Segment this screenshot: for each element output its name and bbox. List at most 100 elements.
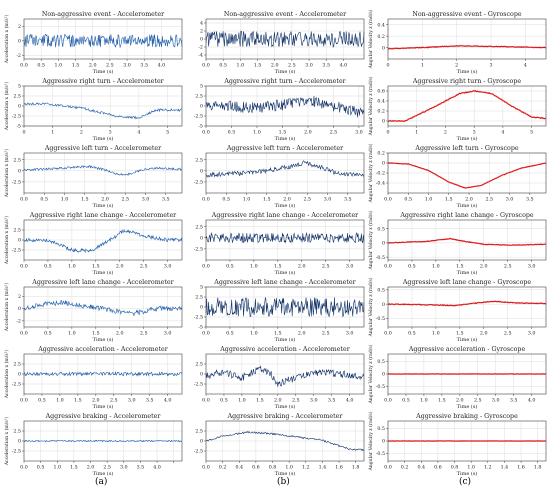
x-tick-label: 1.0 <box>55 63 63 69</box>
x-axis-label: Time (s) <box>93 68 114 75</box>
x-tick-label: 1.0 <box>285 465 293 471</box>
x-tick-label: 3.0 <box>346 264 354 270</box>
x-tick-label: 4.0 <box>164 398 172 404</box>
x-tick-label: 1.0 <box>250 264 258 270</box>
x-tick-label: 1.6 <box>335 465 343 471</box>
series-line <box>23 228 183 254</box>
x-tick-label: 3.0 <box>346 331 354 337</box>
y-axis-label: Acceleration x (m/s²) <box>3 216 10 266</box>
x-tick-label: 2.5 <box>106 63 114 69</box>
x-tick-label: 0.0 <box>202 331 210 337</box>
y-tick-label: 0.5 <box>377 288 385 294</box>
y-tick-label: 0.4 <box>377 99 385 105</box>
x-tick-label: 2.5 <box>121 197 129 203</box>
x-tick-label: 0.0 <box>384 398 392 404</box>
chart-title: Aggressive right lane change - Accelerom… <box>211 212 359 219</box>
x-axis-label: Time (s) <box>275 68 296 75</box>
x-tick-label: 2.5 <box>322 331 330 337</box>
y-tick-label: -2 <box>198 45 203 51</box>
series-line <box>23 33 183 49</box>
x-tick-label: 2.0 <box>92 398 100 404</box>
x-axis-label: Time (s) <box>457 403 478 410</box>
x-tick-label: 0.0 <box>384 465 392 471</box>
x-tick-label: 0.5 <box>44 331 52 337</box>
x-tick-label: 2.0 <box>304 130 312 136</box>
y-tick-label: 0 <box>382 161 385 167</box>
x-axis-label: Time (s) <box>275 336 296 343</box>
x-tick-label: 0.2 <box>219 465 227 471</box>
panel-2-1: Aggressive left turn - Accelerometer 0.0 0… <box>194 145 365 209</box>
chart-title: Aggressive braking - Accelerometer <box>45 413 162 420</box>
chart-title: Aggressive right lane change - Accelerom… <box>29 212 177 219</box>
x-tick-label: 3.0 <box>164 264 172 270</box>
chart-title: Non-aggressive event - Accelerometer <box>42 11 165 18</box>
column-label-a: (a) <box>95 477 108 487</box>
x-axis-label: Time (s) <box>275 470 296 477</box>
y-tick-label: -5 <box>198 124 203 130</box>
panel-1-0: Aggressive right turn - Accelerometer 0 1 2… <box>3 78 183 142</box>
panel-3-1: Aggressive right lane change - Accelerom… <box>194 212 365 276</box>
x-tick-label: 1.5 <box>92 331 100 337</box>
x-tick-label: 0.5 <box>226 264 234 270</box>
chart-title: Aggressive right turn - Accelerometer <box>223 78 346 85</box>
y-tick-label: -2.5 <box>12 449 21 455</box>
x-tick-label: 1.0 <box>238 398 246 404</box>
y-tick-label: 0 <box>200 372 203 378</box>
column-label-b: (b) <box>277 477 290 487</box>
x-tick-label: 0.6 <box>252 465 260 471</box>
x-tick-label: 0.5 <box>228 130 236 136</box>
x-tick-label: 1.2 <box>484 465 492 471</box>
x-tick-label: 3.5 <box>510 398 518 404</box>
chart-title: Aggressive acceleration - Accelerometer <box>219 346 350 353</box>
y-tick-label: 2 <box>18 24 21 30</box>
y-tick-label: 2.5 <box>13 157 21 163</box>
y-tick-label: -0.5 <box>376 255 385 261</box>
panel-0-2: Non-aggressive event - Gyroscope 0 1 2 3 4 0 0.… <box>367 9 547 75</box>
chart-title: Aggressive left turn - Accelerometer <box>226 145 344 152</box>
x-axis-label: Time (s) <box>275 403 296 410</box>
y-axis-label: Acceleration x (m/s²) <box>3 283 10 333</box>
x-tick-label: 1.0 <box>467 465 475 471</box>
chart-title: Aggressive left lane change - Gyroscope <box>402 279 532 286</box>
x-tick-label: 0.5 <box>219 63 227 69</box>
y-tick-label: 0 <box>382 302 385 308</box>
plot-frame <box>23 18 183 60</box>
y-axis-label: Angular Velocity z (rad/s) <box>367 344 374 404</box>
panel-6-1: Aggressive braking - Accelerometer 0.0 0.2… <box>194 413 365 477</box>
panel-0-0: Non-aggressive event - Accelerometer 0.0 0… <box>3 11 183 75</box>
x-tick-label: 2.0 <box>456 398 464 404</box>
panel-4-1: Aggressive left lane change - Accelerome… <box>194 279 365 343</box>
series-line <box>205 30 365 48</box>
x-tick-label: 1.6 <box>517 465 525 471</box>
x-tick-label: 2.5 <box>322 264 330 270</box>
y-tick-label: -2.5 <box>194 247 203 253</box>
x-tick-label: 3.0 <box>128 398 136 404</box>
x-tick-label: 0.5 <box>408 264 416 270</box>
x-tick-label: 0.0 <box>202 264 210 270</box>
x-tick-label: 1.5 <box>74 398 82 404</box>
y-axis-label: Angular Velocity z (rad/s) <box>367 411 374 471</box>
y-axis-label: Acceleration x (m/s²) <box>3 350 10 400</box>
x-tick-label: 3 <box>473 130 476 136</box>
panel-5-2: Aggressive acceleration - Gyroscope 0.0 0.… <box>367 344 547 410</box>
y-tick-label: -2 <box>16 53 21 59</box>
x-tick-label: 2.5 <box>474 398 482 404</box>
chart-title: Non-aggressive event - Accelerometer <box>224 11 347 18</box>
x-tick-label: 3.0 <box>324 197 332 203</box>
x-tick-label: 3.5 <box>322 63 330 69</box>
x-tick-label: 1.5 <box>456 264 464 270</box>
x-tick-label: 1.0 <box>68 331 76 337</box>
y-tick-label: 0 <box>18 439 21 445</box>
y-tick-label: 0.2 <box>377 151 385 157</box>
series-line <box>205 160 365 179</box>
x-tick-label: 1.5 <box>445 197 453 203</box>
x-tick-label: 0.0 <box>202 398 210 404</box>
x-tick-label: 2.5 <box>103 465 111 471</box>
y-tick-label: 2.5 <box>195 94 203 100</box>
y-tick-label: -5 <box>16 124 21 130</box>
x-tick-label: 2.0 <box>274 398 282 404</box>
x-tick-label: 4 <box>137 130 140 136</box>
x-axis-label: Time (s) <box>275 202 296 209</box>
y-axis-label: Acceleration x (m/s²) <box>3 417 10 467</box>
x-tick-label: 4.0 <box>346 398 354 404</box>
